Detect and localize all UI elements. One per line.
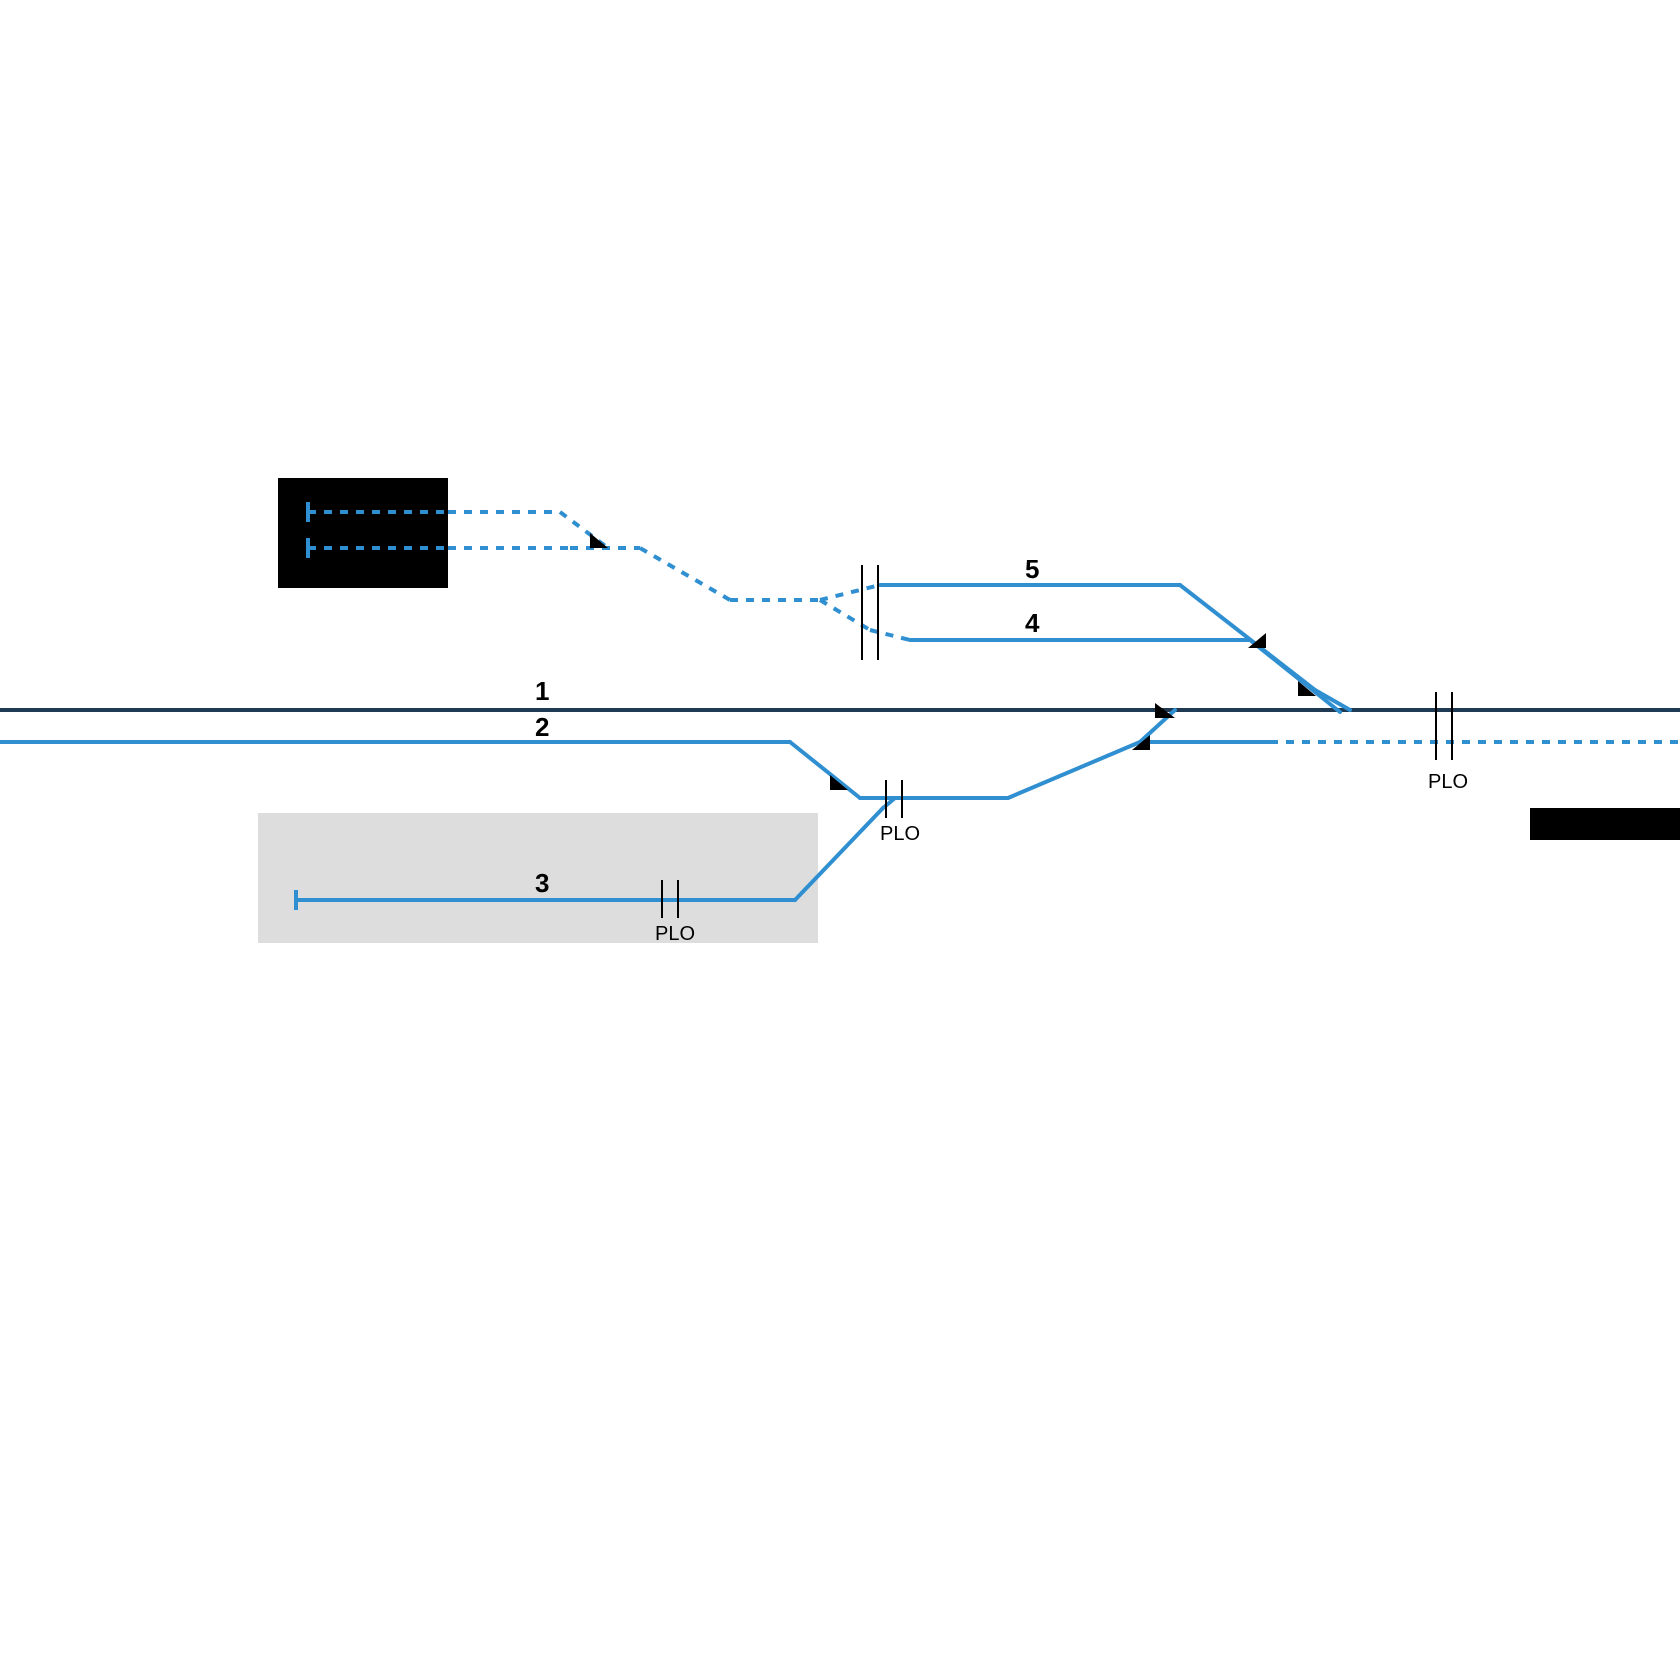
plo-label-1: PLO [880,823,920,845]
track-label-2: 2 [535,712,549,742]
track-diagram: 1 2 3 4 5 PLO PLO PLO [0,0,1680,1680]
plo-label-2: PLO [1428,771,1468,793]
track-label-4: 4 [1025,608,1040,638]
track-label-5: 5 [1025,554,1039,584]
track-label-3: 3 [535,868,549,898]
building-1 [1530,808,1680,840]
canvas-bg [0,0,1680,1680]
track-label-1: 1 [535,676,549,706]
building-0 [278,478,448,588]
plo-label-0: PLO [655,923,695,945]
